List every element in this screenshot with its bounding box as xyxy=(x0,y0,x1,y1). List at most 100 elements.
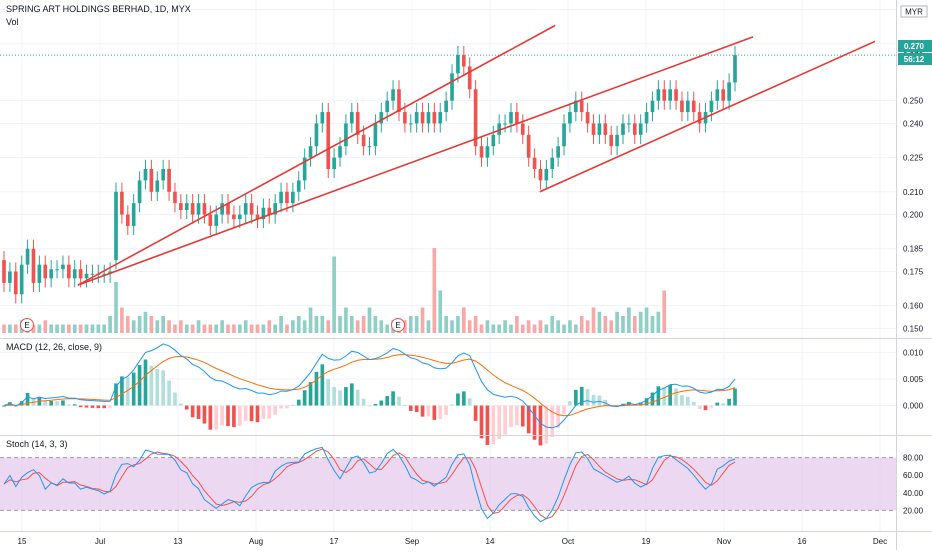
macd-histogram-bar xyxy=(84,405,89,408)
candle-body xyxy=(585,112,590,124)
price-tick-label: 0.250 xyxy=(903,97,924,106)
candle-body xyxy=(379,112,384,124)
candle-layer xyxy=(2,46,737,304)
volume-bar xyxy=(638,311,643,333)
volume-bar xyxy=(143,311,148,333)
candle-body xyxy=(232,214,236,220)
volume-bar xyxy=(43,320,48,333)
candle-body xyxy=(686,100,690,113)
macd-histogram-bar xyxy=(715,402,720,406)
candle-body xyxy=(314,123,319,147)
macd-histogram-bar xyxy=(432,405,437,420)
candle-body xyxy=(78,269,83,279)
macd-histogram-bar xyxy=(114,383,118,406)
macd-histogram-bar xyxy=(49,400,53,406)
macd-histogram-bar xyxy=(379,400,384,406)
volume-bar xyxy=(237,324,242,333)
candle-body xyxy=(102,273,107,275)
candle-body xyxy=(67,264,71,279)
candle-body xyxy=(709,100,714,113)
currency-label: MYR xyxy=(905,8,923,17)
volume-layer xyxy=(2,248,667,333)
macd-histogram-bar xyxy=(361,398,366,406)
candle-body xyxy=(408,123,413,125)
time-tick-label: 17 xyxy=(330,537,339,546)
macd-line xyxy=(3,343,736,429)
time-tick-label: 15 xyxy=(18,537,27,546)
earnings-marker xyxy=(20,318,34,332)
candle-body xyxy=(267,207,272,215)
earnings-marker-label: E xyxy=(395,321,400,330)
volume-bar xyxy=(349,316,354,333)
macd-histogram-bar xyxy=(467,398,472,406)
volume-bar xyxy=(426,320,431,333)
volume-bar xyxy=(332,256,336,333)
candle-body xyxy=(149,169,154,192)
volume-bar xyxy=(456,316,460,333)
volume-bar xyxy=(479,324,484,333)
macd-histogram-bar xyxy=(90,405,95,408)
volume-bar xyxy=(562,324,566,333)
candle-body xyxy=(715,89,720,101)
volume-bar xyxy=(232,324,236,333)
candle-body xyxy=(90,273,95,275)
volume-bar xyxy=(208,324,213,333)
volume-bar xyxy=(285,324,289,333)
candle-body xyxy=(161,169,165,181)
volume-bar xyxy=(202,324,207,333)
volume-bar xyxy=(84,324,89,333)
candle-body xyxy=(120,191,124,215)
channel-line xyxy=(77,24,556,286)
time-tick-label: Dec xyxy=(873,537,887,546)
macd-histogram-bar xyxy=(202,405,207,424)
countdown-value: 56:12 xyxy=(904,55,925,64)
macd-histogram-bar xyxy=(237,405,242,426)
volume-bar xyxy=(538,320,543,333)
volume-bar xyxy=(591,307,596,333)
macd-tick-label: 0.010 xyxy=(903,349,924,358)
candle-body xyxy=(397,89,401,113)
volume-bar xyxy=(408,316,413,333)
candle-body xyxy=(332,157,336,169)
candle-body xyxy=(131,203,136,226)
candle-body xyxy=(179,203,183,210)
volume-bar xyxy=(326,320,331,333)
candle-body xyxy=(656,89,661,101)
last-price-tag xyxy=(898,40,932,52)
volume-bar xyxy=(31,324,36,333)
volume-bar xyxy=(627,307,631,333)
macd-histogram-bar xyxy=(638,402,643,406)
volume-bar xyxy=(120,307,124,333)
macd-histogram-bar xyxy=(473,405,478,421)
volume-bar xyxy=(125,316,130,333)
candle-body xyxy=(526,134,531,158)
volume-bar xyxy=(485,320,490,333)
macd-histogram-bar xyxy=(243,405,248,422)
candle-body xyxy=(361,134,366,147)
volume-bar xyxy=(261,324,266,333)
macd-histogram-bar xyxy=(226,405,230,426)
macd-histogram-bar xyxy=(562,405,566,414)
macd-histogram-bar xyxy=(120,376,124,406)
volume-bar xyxy=(491,324,496,333)
candle-body xyxy=(591,123,596,135)
macd-histogram-bar xyxy=(367,405,372,407)
time-tick-label: Jul xyxy=(95,537,105,546)
candle-body xyxy=(344,123,348,147)
volume-bar xyxy=(632,316,637,333)
stoch-tick-label: 40.00 xyxy=(903,489,924,498)
currency-badge[interactable] xyxy=(900,5,928,18)
candle-body xyxy=(621,123,625,135)
macd-histogram-bar xyxy=(131,372,136,406)
volume-bar xyxy=(37,324,42,333)
candle-body xyxy=(597,123,602,135)
volume-bar xyxy=(273,324,278,333)
candle-body xyxy=(550,157,555,169)
macd-histogram-bar xyxy=(308,382,313,406)
macd-histogram-bar xyxy=(72,404,77,406)
time-tick-label: Sep xyxy=(405,537,420,546)
macd-histogram-bar xyxy=(314,371,319,406)
macd-histogram-bar xyxy=(214,405,219,430)
candle-body xyxy=(367,146,372,148)
